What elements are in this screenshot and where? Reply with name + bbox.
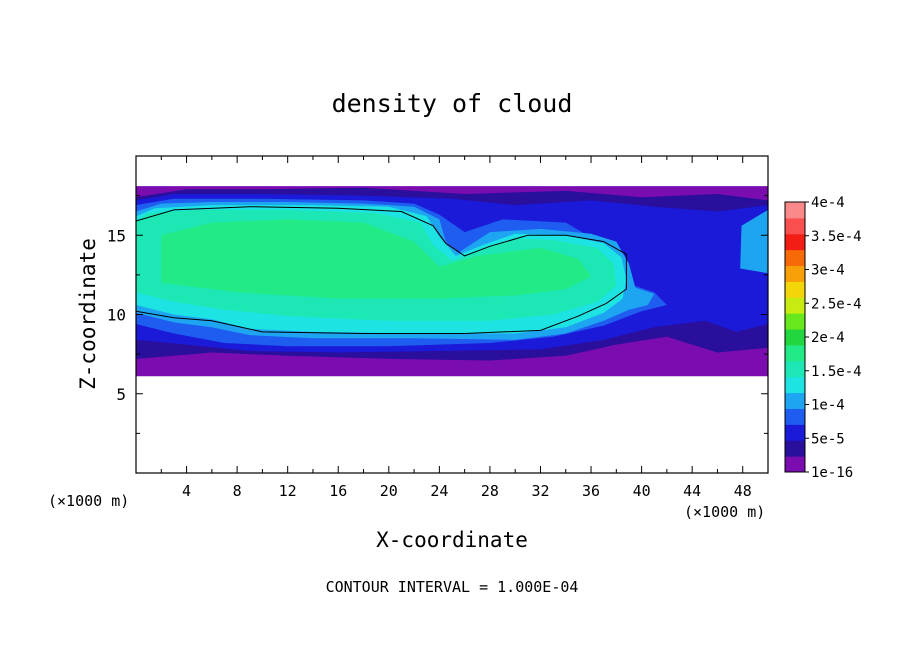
contour-lines: [136, 206, 627, 334]
colorbar-label: 2e-4: [811, 330, 845, 346]
contour-interval-note: CONTOUR INTERVAL = 1.000E-04: [326, 578, 579, 596]
y-axis-label: Z-coordinate: [76, 238, 100, 390]
x-tick-label: 8: [233, 482, 242, 500]
colorbar-segment: [785, 376, 805, 394]
x-tick-label: 28: [481, 482, 499, 500]
x-tick-label: 32: [531, 482, 549, 500]
colorbar-segment: [785, 297, 805, 314]
colorbar-label: 3e-4: [811, 263, 845, 279]
x-tick-label: 48: [734, 482, 752, 500]
x-unit-left: (×1000 m): [48, 492, 129, 510]
x-tick-label: 36: [582, 482, 600, 500]
x-tick-label: 4: [182, 482, 191, 500]
colorbar-segment: [785, 344, 805, 362]
y-tick-label: 5: [116, 385, 126, 404]
y-tick-label: 15: [107, 226, 126, 245]
colorbar-segment: [785, 233, 805, 251]
y-tick-label: 10: [107, 306, 126, 325]
x-axis-label: X-coordinate: [376, 528, 528, 552]
colorbar-segment: [785, 281, 805, 298]
colorbar-label: 1.5e-4: [811, 364, 862, 380]
x-tick-label: 24: [430, 482, 448, 500]
colorbar-segment: [785, 408, 805, 425]
x-tick-label: 40: [633, 482, 651, 500]
x-axis-ticks: 4 8 12 16 20 24 28 32 36 40 44 48: [160, 156, 752, 500]
colorbar-label: 5e-5: [811, 431, 845, 447]
colorbar-segment: [785, 392, 805, 409]
colorbar-segment: [785, 313, 805, 330]
y-axis-ticks: 5 10 15: [107, 195, 768, 434]
colorbar-segment: [785, 329, 805, 346]
colorbar-label: 2.5e-4: [811, 296, 862, 312]
colorbar-label: 1e-16: [811, 465, 853, 481]
colorbar-segment: [785, 424, 805, 441]
colorbar-label: 1e-4: [811, 398, 845, 414]
colorbar-segment: [785, 440, 805, 457]
x-tick-label: 16: [329, 482, 347, 500]
colorbar: 1e-16 5e-5 1e-4 1.5e-4 2e-4 2.5e-4 3e-4 3.5e-4 4…: [784, 195, 862, 481]
density-region: [740, 209, 768, 274]
x-tick-label: 44: [683, 482, 701, 500]
colorbar-segment: [785, 249, 805, 267]
x-unit-right: (×1000 m): [684, 503, 765, 521]
colorbar-label: 3.5e-4: [811, 229, 862, 245]
chart-title: density of cloud: [332, 89, 573, 118]
colorbar-label: 4e-4: [811, 195, 845, 211]
colorbar-segment: [785, 202, 805, 219]
colorbar-segment: [785, 360, 805, 378]
x-tick-label: 12: [279, 482, 297, 500]
colorbar-segment: [785, 265, 805, 282]
colorbar-segment: [785, 456, 805, 473]
contour-line: [136, 206, 627, 334]
colorbar-segment: [785, 217, 805, 235]
density-region: [161, 219, 592, 299]
x-tick-label: 20: [380, 482, 398, 500]
cloud-density-field: [136, 186, 768, 377]
